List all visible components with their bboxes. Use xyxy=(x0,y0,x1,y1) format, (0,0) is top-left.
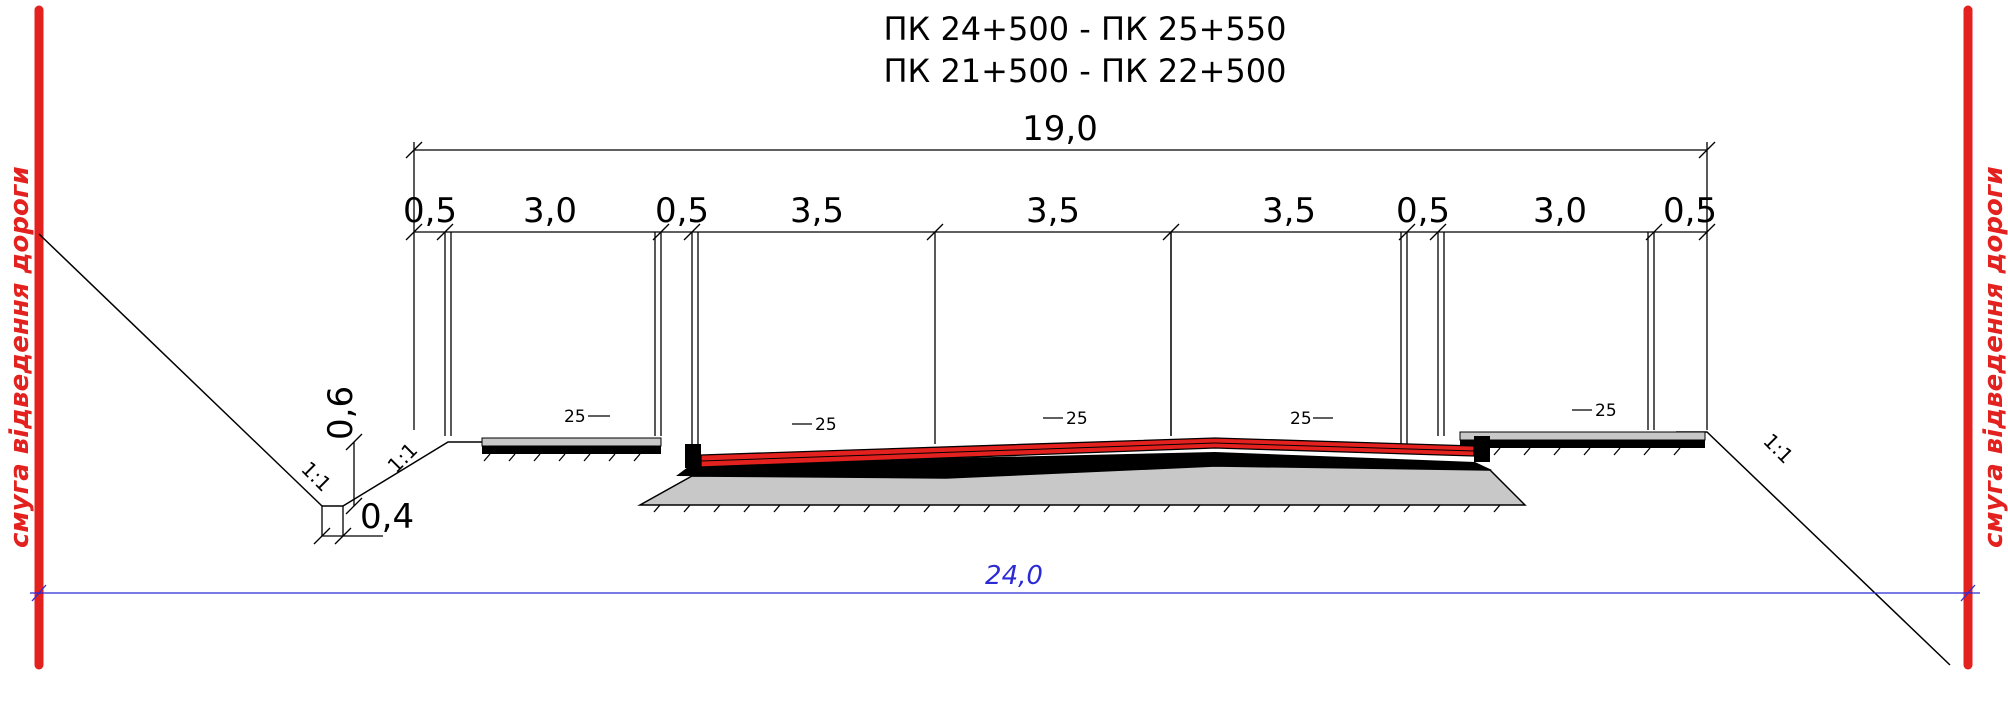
crossfall-right-shoulder: 25 xyxy=(1595,401,1617,421)
crossfall-arrows xyxy=(588,409,1592,425)
segment-label-3: 0,5 xyxy=(655,191,709,231)
right-of-way-width-label: 24,0 xyxy=(985,561,1043,591)
segment-label-1: 0,5 xyxy=(403,191,457,231)
ground-hatching xyxy=(483,447,1681,513)
slope-label-ditch-outer: 1:1 xyxy=(296,457,336,497)
right-shoulder xyxy=(1459,431,1706,448)
pavement-mid-line xyxy=(700,442,1216,462)
segment-label-8: 3,0 xyxy=(1533,191,1587,231)
slope-label-ditch-inner: 1:1 xyxy=(383,438,423,478)
segment-label-6: 3,5 xyxy=(1262,191,1316,231)
slope-label-right-embankment: 1:1 xyxy=(1758,429,1798,469)
ditch xyxy=(313,433,383,545)
segment-label-7: 0,5 xyxy=(1396,191,1450,231)
segment-label-2: 3,0 xyxy=(523,191,577,231)
crossfall-left-shoulder: 25 xyxy=(564,407,586,427)
title-line-1: ПК 24+500 - ПК 25+550 xyxy=(883,10,1286,48)
ditch-width-label: 0,4 xyxy=(360,497,414,537)
left-shoulder xyxy=(481,437,662,454)
total-width-label: 19,0 xyxy=(1022,109,1098,149)
left-curb xyxy=(685,444,701,468)
total-width-dimension xyxy=(405,141,1716,430)
crossfall-lane-1: 25 xyxy=(815,415,837,435)
right-of-way-left-label: смуга відведення дороги xyxy=(5,166,35,548)
right-of-way-right-label: смуга відведення дороги xyxy=(1979,166,2008,548)
segment-label-4: 3,5 xyxy=(790,191,844,231)
segment-label-5: 3,5 xyxy=(1026,191,1080,231)
title-line-2: ПК 21+500 - ПК 22+500 xyxy=(883,52,1286,90)
right-of-way-dimension xyxy=(30,584,1980,602)
crossfall-lane-3: 25 xyxy=(1290,409,1312,429)
segment-label-9: 0,5 xyxy=(1663,191,1717,231)
pavement-mid-line-right xyxy=(1214,442,1475,452)
right-curb xyxy=(1474,436,1490,462)
asphalt-base-layer xyxy=(676,452,1492,478)
crossfall-lane-2: 25 xyxy=(1066,409,1088,429)
segment-dimension-chain xyxy=(405,223,1716,448)
ditch-depth-label: 0,6 xyxy=(321,386,361,440)
